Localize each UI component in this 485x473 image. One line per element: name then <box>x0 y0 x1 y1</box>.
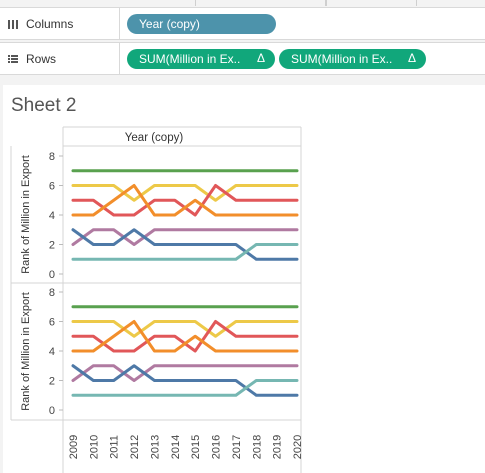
x-tick-label: 2020 <box>292 435 304 459</box>
x-tick-label: 2011 <box>109 435 121 459</box>
pill-label: Year (copy) <box>139 17 200 31</box>
column-header: Year (copy) <box>125 132 184 144</box>
worksheet: Sheet 2 Year (copy) Rank of Million in E… <box>3 85 485 473</box>
x-tick-label: 2017 <box>231 435 243 459</box>
columns-shelf-header: Columns <box>0 8 120 39</box>
series-line <box>71 228 299 246</box>
columns-label: Columns <box>26 16 74 31</box>
y-tick-label: 4 <box>49 210 55 222</box>
y-tick-label: 0 <box>49 405 55 417</box>
x-axis: 2009 2010 2011 2012 2013 2014 2015 2016 2017 2018… <box>68 435 304 459</box>
y-tick-label: 2 <box>49 376 55 388</box>
bottom-pane: Rank of Million in Export 0 2 4 6 8 <box>20 287 299 417</box>
columns-shelf: Columns Year (copy) <box>0 7 485 40</box>
y-tick-label: 6 <box>49 181 55 193</box>
series-line <box>71 184 299 217</box>
x-tick-label: 2016 <box>211 435 223 459</box>
y-tick-label: 0 <box>49 269 55 281</box>
x-tick-label: 2018 <box>251 435 263 459</box>
y-tick-label: 2 <box>49 240 55 252</box>
rows-icon <box>8 54 18 63</box>
y-tick-label: 8 <box>49 287 55 299</box>
x-tick-label: 2012 <box>129 435 141 459</box>
x-tick-label: 2014 <box>170 435 182 459</box>
chart-frame <box>10 126 302 473</box>
series-line <box>71 184 299 217</box>
delta-icon: Δ <box>256 51 265 65</box>
y-tick-label: 6 <box>49 317 55 329</box>
y-tick-label: 4 <box>49 346 55 358</box>
pill-label: SUM(Million in Ex.. <box>291 52 393 66</box>
x-tick-label: 2009 <box>68 435 80 459</box>
y-axis-label: Rank of Million in Export <box>20 292 32 411</box>
series-line <box>71 243 299 261</box>
sheet-title: Sheet 2 <box>11 95 77 116</box>
pill-label: SUM(Million in Ex.. <box>139 52 241 66</box>
sum-export-pill-1[interactable]: SUM(Million in Ex.. Δ <box>127 49 275 69</box>
y-tick-label: 8 <box>49 151 55 163</box>
series-line <box>71 379 299 397</box>
delta-icon: Δ <box>407 51 416 65</box>
x-tick-label: 2010 <box>88 435 100 459</box>
rows-shelf: Rows SUM(Million in Ex.. Δ SUM(Million i… <box>0 42 485 75</box>
y-axis-label: Rank of Million in Export <box>20 155 32 274</box>
x-tick-label: 2019 <box>272 435 284 459</box>
series-line <box>71 228 299 261</box>
toolbar-segment <box>195 0 327 6</box>
rows-shelf-header: Rows <box>0 43 120 74</box>
series-line <box>71 184 299 202</box>
toolbar-segment <box>325 0 417 6</box>
columns-icon <box>8 19 18 29</box>
series-line <box>71 320 299 353</box>
x-tick-label: 2013 <box>149 435 161 459</box>
sum-export-pill-2[interactable]: SUM(Million in Ex.. Δ <box>279 49 426 69</box>
series-line <box>71 320 299 338</box>
x-tick-label: 2015 <box>190 435 202 459</box>
series-line <box>71 364 299 382</box>
series-line <box>71 320 299 353</box>
line-chart: Year (copy) Rank of Million in Export 0 2 4… <box>10 126 304 473</box>
top-toolbar-strip <box>0 0 485 6</box>
top-pane: Rank of Million in Export 0 2 4 6 8 <box>20 151 299 281</box>
rows-label: Rows <box>26 51 57 66</box>
series-line <box>71 364 299 397</box>
year-copy-pill[interactable]: Year (copy) <box>127 14 276 34</box>
